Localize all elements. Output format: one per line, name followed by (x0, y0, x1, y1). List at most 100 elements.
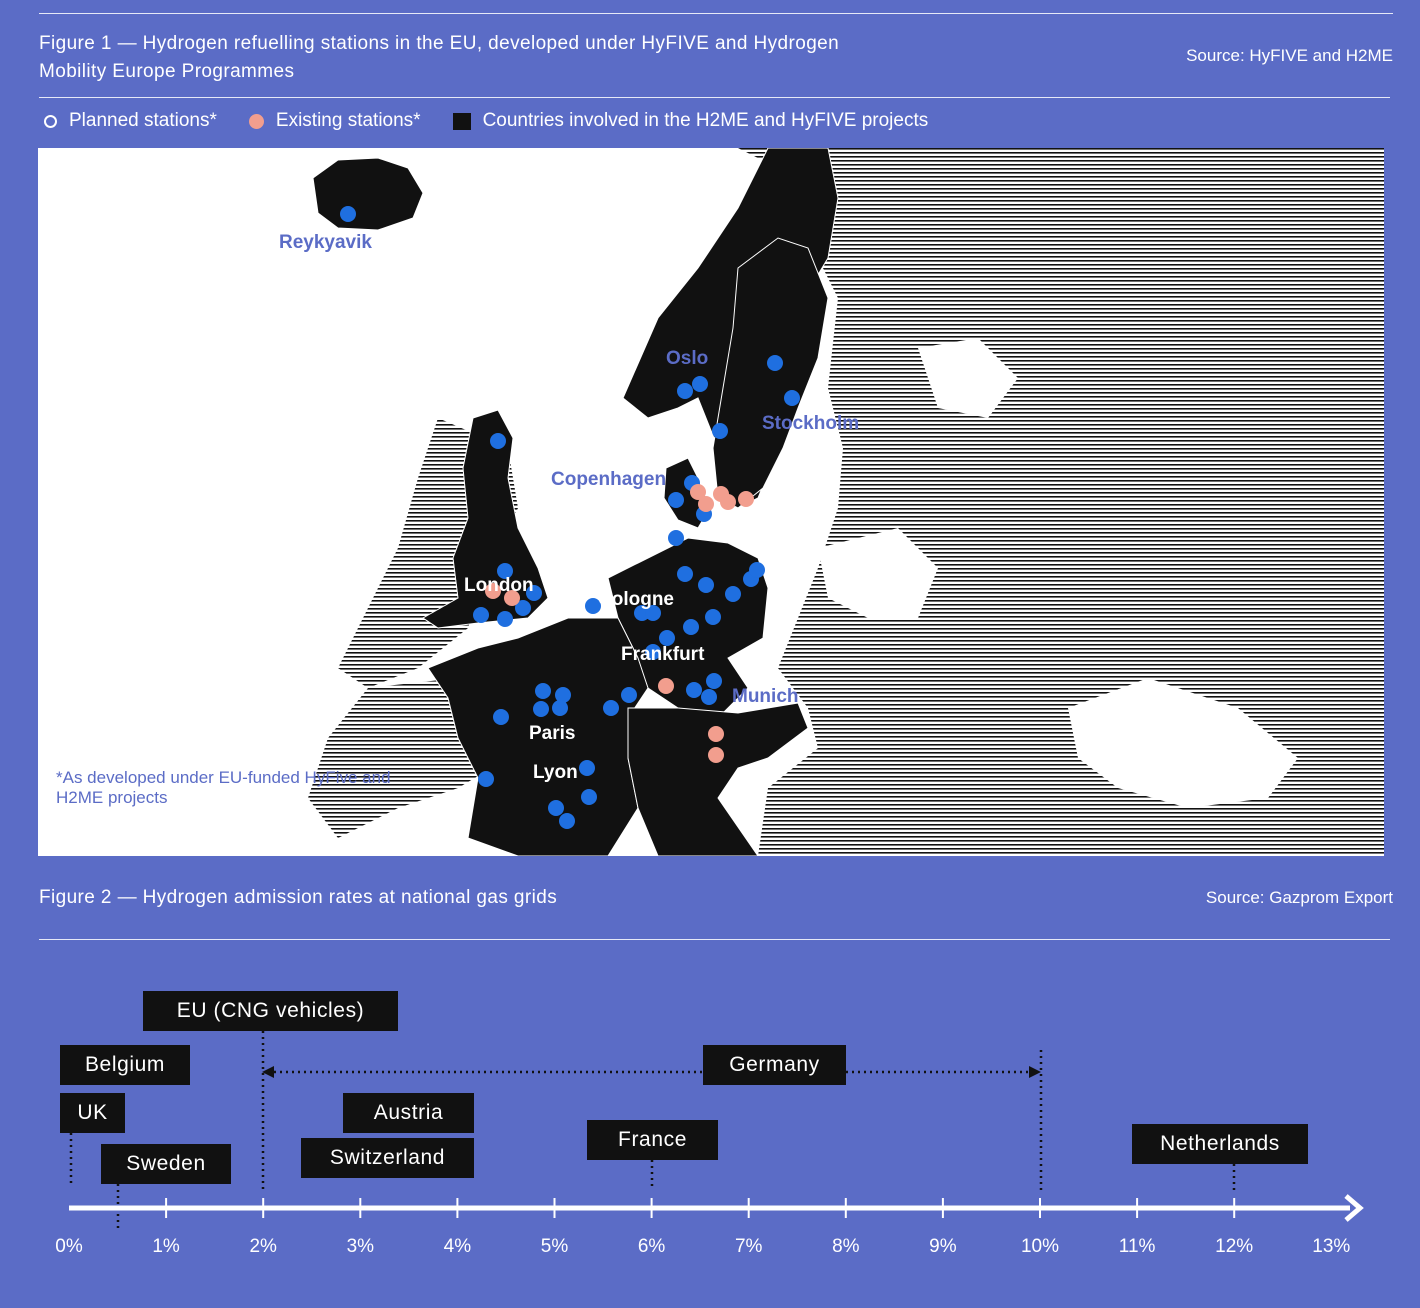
planned-station (677, 566, 693, 582)
axis-tick-label: 4% (443, 1236, 472, 1257)
planned-station (533, 701, 549, 717)
leader-lines (69, 1031, 1236, 1228)
existing-station (690, 484, 706, 500)
planned-station (340, 206, 356, 222)
planned-station (493, 709, 509, 725)
legend-existing: Existing stations* (248, 110, 421, 132)
figure1-rule (39, 97, 1390, 98)
planned-station (645, 644, 661, 660)
existing-station (504, 590, 520, 606)
existing-station-icon (248, 113, 264, 129)
footnote-line2: H2ME projects (56, 788, 168, 807)
planned-station (535, 683, 551, 699)
planned-station (526, 585, 542, 601)
city-label-munich: Munich (732, 686, 799, 707)
country-square-icon (452, 112, 471, 130)
planned-station (705, 609, 721, 625)
planned-station (548, 800, 564, 816)
map-legend: Planned stations* Existing stations* Cou… (44, 110, 960, 132)
planned-station (767, 355, 783, 371)
axis-tick-label: 3% (346, 1236, 375, 1257)
city-label-london: London (464, 575, 534, 596)
axis-tick-label: 1% (152, 1236, 180, 1257)
axis-tick-label: 0% (55, 1236, 83, 1257)
city-label-paris: Paris (529, 723, 575, 744)
planned-station (677, 383, 693, 399)
legend-planned: Planned stations* (44, 110, 217, 132)
planned-station (712, 423, 728, 439)
planned-station (698, 577, 714, 593)
axis-tick-label: 7% (734, 1236, 763, 1257)
figure1-title: Figure 1 — Hydrogen refuelling stations … (39, 30, 839, 86)
admission-rate-axis (69, 1031, 1364, 1228)
axis-arrow-icon (1344, 1194, 1364, 1222)
label-uk: UK (60, 1093, 125, 1133)
axis-ticks (165, 1198, 1236, 1218)
label-austria: Austria (343, 1093, 474, 1133)
label-france: France (587, 1120, 718, 1160)
figure2-source: Source: Gazprom Export (1205, 888, 1393, 907)
axis-tick-label: 2% (249, 1236, 277, 1257)
figure1-source: Source: HyFIVE and H2ME (1186, 46, 1393, 65)
planned-station (515, 600, 531, 616)
city-label-oslo: Oslo (666, 348, 708, 369)
city-label-frankfurt: Frankfurt (621, 644, 705, 665)
figure1-title-line2: Mobility Europe Programmes (39, 61, 295, 82)
planned-station (621, 687, 637, 703)
planned-station (603, 700, 619, 716)
europe-map: Reykyavik Oslo Stockholm Copenhagen Lond… (38, 148, 1384, 856)
label-netherlands: Netherlands (1132, 1124, 1308, 1164)
range-arrow-left (262, 1066, 274, 1078)
planned-station (645, 605, 661, 621)
city-label-reykyavik: Reykyavik (279, 232, 372, 253)
legend-planned-label: Planned stations* (69, 110, 217, 131)
planned-station-icon (44, 114, 57, 128)
existing-station (708, 726, 724, 742)
planned-station (579, 760, 595, 776)
map-footnote: *As developed under EU-funded HyFive and… (56, 768, 391, 808)
label-belgium: Belgium (60, 1045, 190, 1085)
existing-stations (485, 484, 754, 763)
axis-tick-label: 8% (832, 1236, 860, 1257)
planned-station (784, 390, 800, 406)
planned-station (692, 376, 708, 392)
axis-tick-label: 5% (540, 1236, 569, 1257)
alps-shape (627, 702, 809, 856)
existing-station (738, 491, 754, 507)
iceland-shape (312, 157, 424, 231)
axis-tick-label: 12% (1215, 1236, 1254, 1257)
planned-station (585, 598, 601, 614)
axis-tick-label: 6% (637, 1236, 666, 1257)
planned-station (634, 605, 650, 621)
figure2-title: Figure 2 — Hydrogen admission rates at n… (39, 887, 558, 908)
city-label-cologne: Cologne (598, 589, 674, 610)
planned-station (749, 562, 765, 578)
label-eu-cng: EU (CNG vehicles) (143, 991, 398, 1031)
city-label-stockholm: Stockholm (762, 413, 859, 434)
legend-existing-label: Existing stations* (275, 110, 421, 131)
planned-station (668, 492, 684, 508)
planned-station (686, 682, 702, 698)
planned-station (555, 687, 571, 703)
existing-station (720, 494, 736, 510)
planned-station (668, 530, 684, 546)
planned-station (478, 771, 494, 787)
figure2-rule (39, 939, 1390, 940)
existing-station (658, 678, 674, 694)
planned-stations (340, 206, 800, 829)
planned-station (725, 586, 741, 602)
planned-station (490, 433, 506, 449)
figure1-title-line1: Figure 1 — Hydrogen refuelling stations … (39, 33, 840, 54)
planned-station (559, 813, 575, 829)
existing-station (485, 583, 501, 599)
planned-station (473, 607, 489, 623)
axis-tick-label: 9% (929, 1236, 957, 1257)
axis-tick-label: 10% (1020, 1236, 1060, 1257)
label-switzerland: Switzerland (301, 1138, 474, 1178)
range-arrow-right (1029, 1066, 1041, 1078)
existing-station (698, 496, 714, 512)
footnote-line1: *As developed under EU-funded HyFive and (56, 768, 391, 787)
top-rule (39, 13, 1393, 14)
label-sweden: Sweden (101, 1144, 231, 1184)
city-label-copenhagen: Copenhagen (551, 469, 666, 490)
